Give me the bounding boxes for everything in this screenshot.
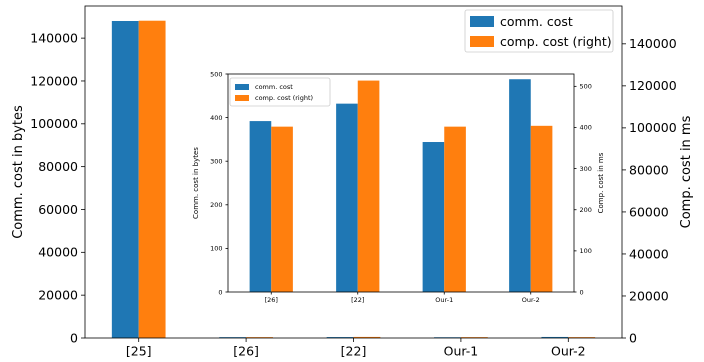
chart0-ytick-label-left-3: 60000 bbox=[38, 202, 78, 217]
chart0-legend-swatch-1 bbox=[470, 36, 494, 47]
chart0-bar-comp-3 bbox=[460, 337, 488, 338]
chart1-ylabel-right: Comp. cost in ms bbox=[597, 152, 605, 213]
chart0-ylabel-left: Comm. cost in bytes bbox=[11, 105, 26, 239]
chart0-ytick-label-left-5: 100000 bbox=[30, 116, 78, 131]
chart0-xtick-label-0: [25] bbox=[126, 344, 152, 359]
chart0-xtick-label-1: [26] bbox=[233, 344, 259, 359]
chart1-legend bbox=[229, 77, 331, 107]
chart1-bar-comp-1 bbox=[357, 80, 380, 292]
chart0-xtick-label-4: Our-2 bbox=[551, 344, 586, 359]
chart0-ytick-label-right-1: 20000 bbox=[629, 288, 669, 303]
chart0-ytick-label-right-2: 40000 bbox=[629, 246, 669, 261]
chart0-xtick-label-3: Our-1 bbox=[444, 344, 479, 359]
chart1-legend-swatch-1 bbox=[235, 95, 249, 101]
chart0-ylabel-right: Comp. cost in ms bbox=[679, 115, 694, 228]
chart1-ylabel-left: Comm. cost in bytes bbox=[192, 147, 200, 219]
chart1-bar-comm-2 bbox=[422, 142, 445, 292]
chart1-legend-swatch-0 bbox=[235, 84, 249, 90]
chart1-ytick-label-right-1: 100 bbox=[580, 247, 592, 255]
chart1-ytick-label-right-5: 500 bbox=[580, 83, 592, 91]
chart1-frame bbox=[227, 73, 575, 293]
chart0-ytick-label-right-5: 100000 bbox=[629, 120, 677, 135]
chart1-xtick-label-2: Our-1 bbox=[435, 296, 453, 304]
chart0-legend bbox=[464, 9, 614, 53]
chart1-bar-comm-0 bbox=[249, 121, 272, 292]
chart0-ytick-label-left-4: 80000 bbox=[38, 159, 78, 174]
chart0-ytick-label-right-4: 80000 bbox=[629, 162, 669, 177]
chart0-ytick-label-left-0: 0 bbox=[70, 330, 78, 345]
chart1-legend-label-1: comp. cost (right) bbox=[255, 94, 313, 102]
chart1-ytick-label-left-5: 500 bbox=[210, 70, 222, 78]
chart0-ytick-label-left-1: 20000 bbox=[38, 288, 78, 303]
chart1-ytick-label-left-1: 100 bbox=[210, 245, 222, 253]
chart0-legend-label-0: comm. cost bbox=[500, 14, 573, 29]
chart0-ytick-label-right-7: 140000 bbox=[629, 36, 677, 51]
chart0-ytick-label-right-3: 60000 bbox=[629, 204, 669, 219]
chart0-legend-label-1: comp. cost (right) bbox=[500, 34, 612, 49]
chart1-ytick-label-right-3: 300 bbox=[580, 165, 592, 173]
chart1-ytick-label-right-2: 200 bbox=[580, 206, 592, 214]
chart0-bar-comm-2 bbox=[326, 337, 354, 338]
chart0-bar-comp-0 bbox=[138, 20, 166, 338]
chart0-legend-swatch-0 bbox=[470, 16, 494, 27]
chart1-bar-comp-2 bbox=[444, 126, 466, 293]
chart0-bar-comp-4 bbox=[568, 337, 596, 338]
chart0-ytick-label-left-2: 40000 bbox=[38, 245, 78, 260]
chart0-bar-comm-1 bbox=[219, 337, 247, 338]
chart1-ytick-label-right-4: 400 bbox=[580, 124, 592, 132]
chart0-bar-comp-1 bbox=[246, 337, 273, 338]
chart0-ytick-label-right-0: 0 bbox=[629, 330, 637, 345]
chart1-ytick-label-left-4: 400 bbox=[210, 114, 222, 122]
chart0-bar-comm-4 bbox=[541, 336, 569, 338]
chart1-ytick-label-left-0: 0 bbox=[218, 288, 222, 296]
chart1-bar-comp-0 bbox=[271, 126, 293, 293]
chart0-ytick-label-left-7: 140000 bbox=[30, 31, 78, 46]
chart1-xtick-label-1: [22] bbox=[351, 296, 364, 304]
chart1-bar-comp-3 bbox=[530, 125, 553, 292]
chart1-ytick-label-left-3: 300 bbox=[210, 157, 222, 165]
chart1-bar-comm-3 bbox=[509, 79, 531, 293]
chart0-bar-comp-2 bbox=[353, 336, 381, 338]
chart1-xtick-label-0: [26] bbox=[265, 296, 278, 304]
chart1-ytick-label-left-2: 200 bbox=[210, 201, 222, 209]
chart1-xtick-label-3: Our-2 bbox=[522, 296, 540, 304]
chart1-legend-label-0: comm. cost bbox=[255, 83, 293, 91]
chart1-bar-comm-1 bbox=[336, 103, 358, 292]
chart1-ytick-label-right-0: 0 bbox=[580, 288, 584, 296]
chart0-ytick-label-left-6: 120000 bbox=[30, 73, 78, 88]
chart0-bar-comm-0 bbox=[111, 20, 139, 338]
chart0-ytick-label-right-6: 120000 bbox=[629, 78, 677, 93]
chart0-xtick-label-2: [22] bbox=[341, 344, 367, 359]
